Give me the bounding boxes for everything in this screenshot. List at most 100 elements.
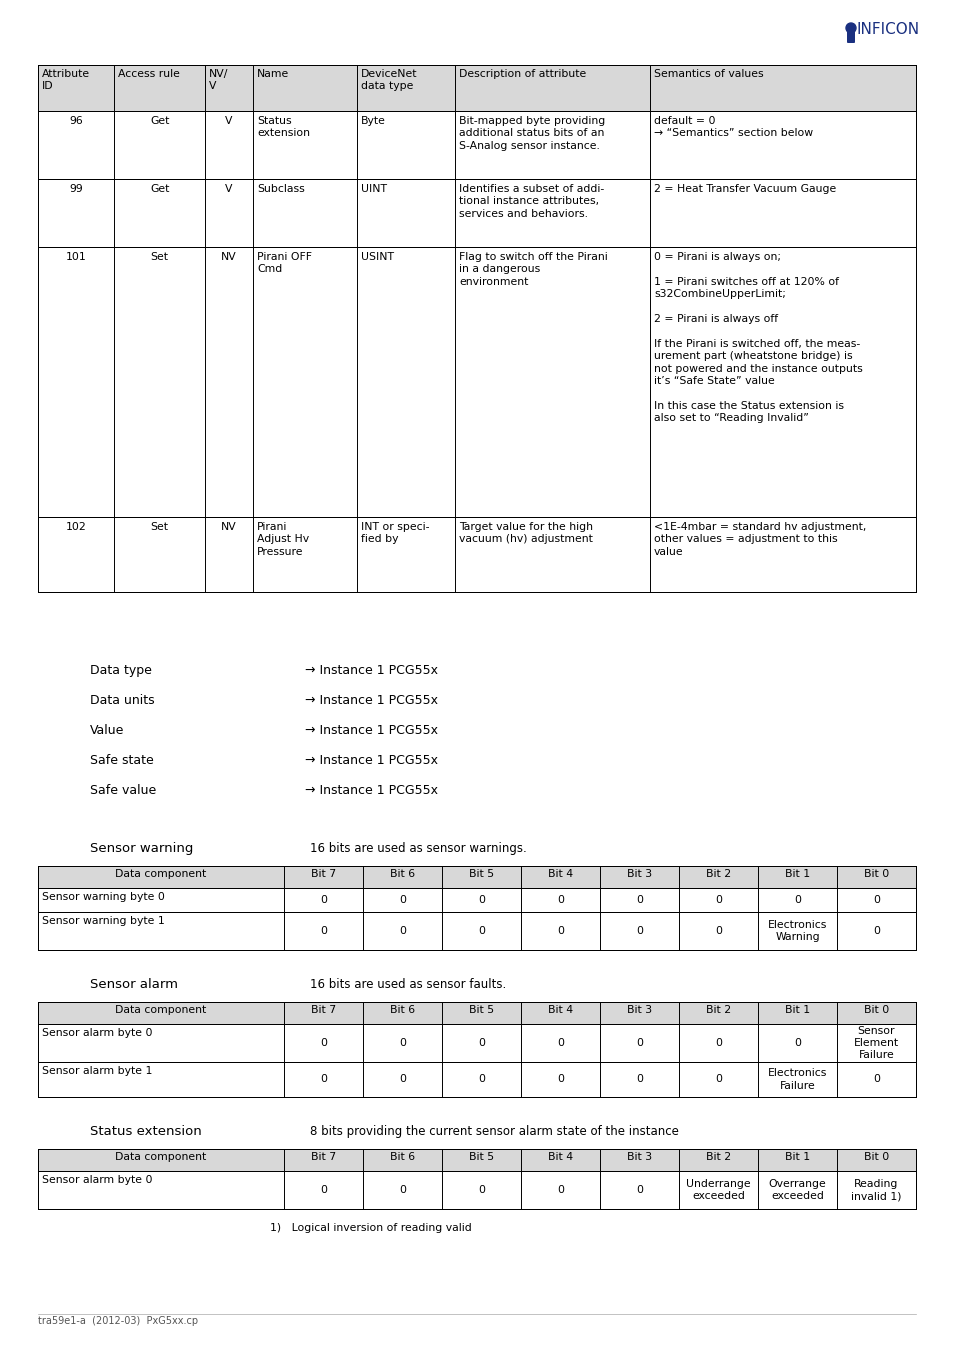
Bar (38, 65, 915, 111)
Text: UINT: UINT (360, 184, 386, 194)
Text: 0: 0 (398, 1075, 405, 1084)
Text: Data component: Data component (115, 1152, 207, 1162)
Text: Set: Set (151, 522, 169, 532)
Text: → Instance 1 PCG55x: → Instance 1 PCG55x (305, 784, 437, 796)
Text: Reading
invalid 1): Reading invalid 1) (850, 1179, 901, 1202)
Text: Flag to switch off the Pirani
in a dangerous
environment: Flag to switch off the Pirani in a dange… (458, 252, 607, 286)
Text: INFICON: INFICON (856, 22, 919, 36)
Text: Safe state: Safe state (90, 755, 153, 767)
Text: → Instance 1 PCG55x: → Instance 1 PCG55x (305, 694, 437, 707)
Text: 0: 0 (793, 1038, 801, 1048)
Text: 0: 0 (714, 1075, 721, 1084)
Text: Sensor alarm byte 0: Sensor alarm byte 0 (42, 1174, 152, 1185)
Text: NV: NV (221, 522, 236, 532)
Text: Pirani
Adjust Hv
Pressure: Pirani Adjust Hv Pressure (257, 522, 309, 556)
Text: 99: 99 (70, 184, 83, 194)
Text: Identifies a subset of addi-
tional instance attributes,
services and behaviors.: Identifies a subset of addi- tional inst… (458, 184, 603, 219)
Text: tra59e1-a  (2012-03)  PxG5xx.cp: tra59e1-a (2012-03) PxG5xx.cp (38, 1316, 198, 1326)
Text: Status extension: Status extension (90, 1125, 201, 1138)
Text: 101: 101 (66, 252, 87, 262)
Text: Sensor alarm byte 0: Sensor alarm byte 0 (42, 1027, 152, 1038)
Text: → Instance 1 PCG55x: → Instance 1 PCG55x (305, 724, 437, 737)
Text: Sensor
Element
Failure: Sensor Element Failure (853, 1026, 898, 1060)
Text: Get: Get (150, 184, 169, 194)
Text: Sensor warning: Sensor warning (90, 842, 193, 855)
Text: Data units: Data units (90, 694, 154, 707)
Text: 0: 0 (636, 895, 642, 905)
Text: Bit 2: Bit 2 (705, 869, 730, 879)
Text: 0: 0 (872, 895, 879, 905)
Bar (38, 1025, 915, 1062)
Text: Access rule: Access rule (118, 69, 180, 80)
Text: 0: 0 (557, 1075, 563, 1084)
Text: 0: 0 (319, 895, 327, 905)
Bar (38, 180, 915, 247)
Text: Sensor alarm byte 1: Sensor alarm byte 1 (42, 1066, 152, 1076)
Text: Bit 1: Bit 1 (784, 1152, 809, 1162)
Text: Attribute
ID: Attribute ID (42, 69, 90, 92)
Text: Data component: Data component (115, 1004, 207, 1015)
Text: Data component: Data component (115, 869, 207, 879)
Bar (38, 1062, 915, 1098)
Text: Status
extension: Status extension (257, 116, 310, 139)
Text: 0: 0 (319, 1075, 327, 1084)
Text: 0: 0 (872, 1075, 879, 1084)
Text: Bit 6: Bit 6 (390, 869, 415, 879)
Text: 0: 0 (872, 926, 879, 936)
Text: → Instance 1 PCG55x: → Instance 1 PCG55x (305, 664, 437, 676)
Text: Bit 7: Bit 7 (311, 1152, 335, 1162)
Bar (38, 865, 915, 888)
Text: 0: 0 (477, 895, 484, 905)
Text: Bit 2: Bit 2 (705, 1152, 730, 1162)
Text: DeviceNet
data type: DeviceNet data type (360, 69, 416, 92)
Text: Bit 0: Bit 0 (863, 1152, 888, 1162)
Bar (38, 111, 915, 180)
Text: Overrange
exceeded: Overrange exceeded (768, 1179, 825, 1202)
Text: INT or speci-
fied by: INT or speci- fied by (360, 522, 429, 544)
Text: Underrange
exceeded: Underrange exceeded (685, 1179, 750, 1202)
Text: NV/
V: NV/ V (209, 69, 228, 92)
Text: Name: Name (257, 69, 289, 80)
Text: Bit 7: Bit 7 (311, 1004, 335, 1015)
Text: Bit-mapped byte providing
additional status bits of an
S-Analog sensor instance.: Bit-mapped byte providing additional sta… (458, 116, 604, 151)
Text: Sensor warning byte 0: Sensor warning byte 0 (42, 892, 165, 902)
Text: default = 0
→ “Semantics” section below: default = 0 → “Semantics” section below (653, 116, 812, 139)
Text: 0: 0 (714, 1038, 721, 1048)
Text: Subclass: Subclass (257, 184, 305, 194)
Text: 0: 0 (319, 926, 327, 936)
Text: Bit 1: Bit 1 (784, 869, 809, 879)
Text: Bit 5: Bit 5 (468, 869, 494, 879)
Text: 0: 0 (319, 1038, 327, 1048)
Text: 0: 0 (636, 926, 642, 936)
Text: Byte: Byte (360, 116, 385, 126)
Text: Safe value: Safe value (90, 784, 156, 796)
Text: Bit 3: Bit 3 (626, 1004, 651, 1015)
Text: Bit 3: Bit 3 (626, 1152, 651, 1162)
Text: Bit 2: Bit 2 (705, 1004, 730, 1015)
Circle shape (845, 23, 855, 32)
Text: → Instance 1 PCG55x: → Instance 1 PCG55x (305, 755, 437, 767)
Text: Bit 4: Bit 4 (547, 869, 573, 879)
Text: USINT: USINT (360, 252, 394, 262)
Bar (38, 1149, 915, 1170)
Text: Bit 3: Bit 3 (626, 869, 651, 879)
Text: Value: Value (90, 724, 124, 737)
Text: 8 bits providing the current sensor alarm state of the instance: 8 bits providing the current sensor alar… (310, 1125, 679, 1138)
Text: 0: 0 (477, 1075, 484, 1084)
Bar (38, 913, 915, 950)
Bar (38, 1170, 915, 1210)
Text: NV: NV (221, 252, 236, 262)
Text: 0: 0 (714, 895, 721, 905)
Text: Bit 5: Bit 5 (468, 1152, 494, 1162)
Text: 0: 0 (557, 1185, 563, 1195)
Text: 0: 0 (398, 1185, 405, 1195)
Text: 0: 0 (636, 1038, 642, 1048)
Bar (38, 888, 915, 913)
Text: V: V (225, 184, 233, 194)
Text: <1E-4mbar = standard hv adjustment,
other values = adjustment to this
value: <1E-4mbar = standard hv adjustment, othe… (653, 522, 865, 556)
Text: 0: 0 (714, 926, 721, 936)
Bar (38, 517, 915, 593)
Text: 0: 0 (557, 895, 563, 905)
Text: Bit 0: Bit 0 (863, 1004, 888, 1015)
Text: Target value for the high
vacuum (hv) adjustment: Target value for the high vacuum (hv) ad… (458, 522, 593, 544)
